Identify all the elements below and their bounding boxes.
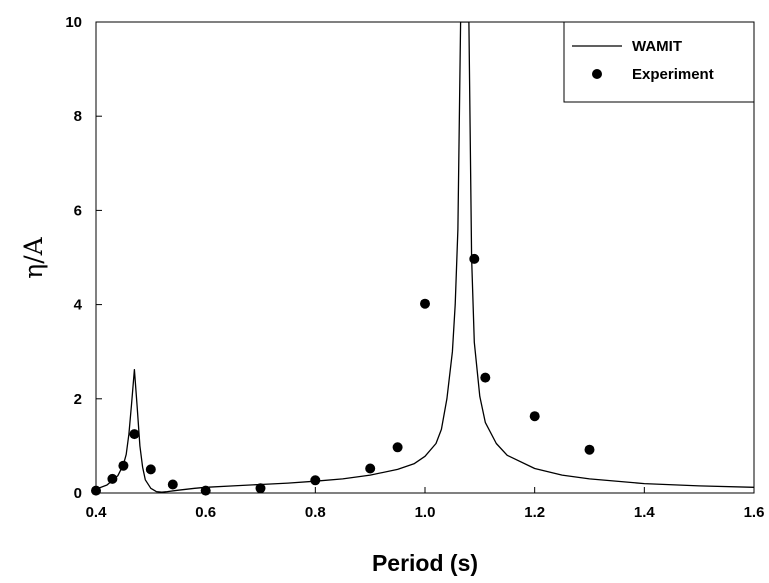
experiment-point: [310, 475, 321, 486]
experiment-point: [480, 372, 491, 383]
plot-frame: [95, 21, 755, 494]
points-layer: [91, 253, 595, 496]
x-tick-label: 0.8: [305, 504, 326, 521]
x-tick-label: 0.6: [195, 504, 216, 521]
legend-experiment-label: Experiment: [632, 66, 714, 83]
experiment-point: [107, 473, 118, 484]
legend-wamit-label: WAMIT: [632, 38, 682, 55]
x-tick-label: 1.0: [415, 504, 436, 521]
experiment-point: [584, 444, 595, 455]
x-tick-label: 1.6: [744, 504, 765, 521]
series-layer: [96, 22, 754, 493]
y-tick-label: 10: [65, 14, 82, 31]
experiment-point: [365, 463, 376, 474]
x-tick-label: 1.2: [524, 504, 545, 521]
x-axis-title: Period (s): [372, 550, 478, 576]
experiment-point: [118, 460, 129, 471]
legend: WAMIT Experiment: [563, 21, 755, 103]
y-tick-label: 4: [74, 297, 83, 314]
experiment-point: [255, 483, 266, 494]
experiment-point: [469, 253, 480, 264]
x-tick-label: 1.4: [634, 504, 656, 521]
experiment-point: [167, 479, 178, 490]
x-tick-label: 0.4: [86, 504, 108, 521]
experiment-point: [145, 464, 156, 475]
legend-box: [563, 21, 755, 103]
legend-experiment-marker: [592, 69, 602, 79]
y-tick-label: 0: [74, 485, 82, 502]
wamit-line: [96, 22, 754, 493]
ticks-layer: 0.4 0.6 0.8 1.0 1.2 1.4 1.6 0 2 4 6 8 10: [65, 14, 764, 521]
y-axis-title: η/A: [19, 236, 48, 278]
experiment-point: [129, 429, 140, 440]
experiment-point: [420, 298, 430, 309]
y-tick-label: 8: [74, 108, 82, 125]
experiment-point: [529, 411, 540, 422]
experiment-point: [200, 485, 211, 496]
experiment-point: [392, 442, 403, 453]
y-tick-label: 6: [74, 202, 82, 219]
y-tick-label: 2: [74, 391, 82, 408]
